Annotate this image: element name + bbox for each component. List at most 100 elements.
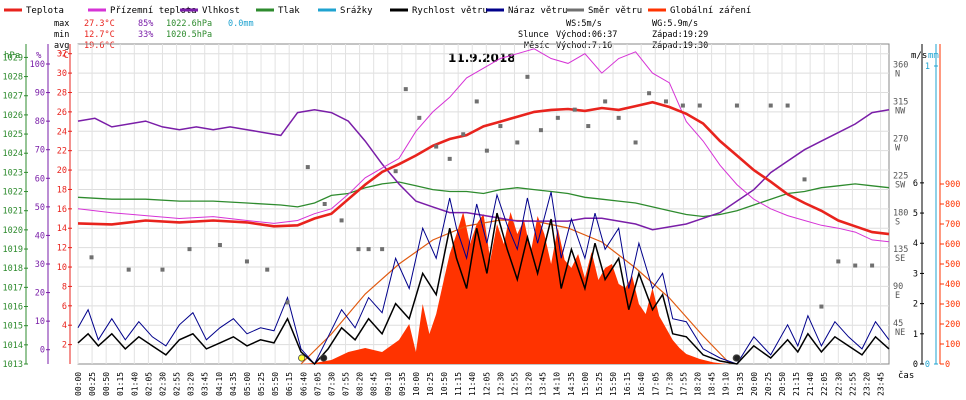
stat-max-rain: 0.0mm bbox=[228, 19, 254, 29]
moon-set: Západ:19:30 bbox=[652, 41, 708, 51]
axis-celsius-tick-label: 12 bbox=[57, 244, 67, 254]
axis-wdir-tick-label: 225 bbox=[893, 171, 908, 181]
legend-item-srazky: Srážky bbox=[318, 6, 373, 16]
axis-pct-tick-label: 10 bbox=[35, 317, 45, 327]
x-tick-label: 12:05 bbox=[482, 372, 491, 396]
x-tick-label: 07:30 bbox=[327, 372, 336, 396]
axis-wdir-tick-label: 45 bbox=[893, 319, 903, 329]
x-tick-label: 19:35 bbox=[736, 372, 745, 396]
axis-mm-tick-label: 1 bbox=[925, 62, 930, 72]
solar-radiation-area bbox=[78, 212, 889, 364]
wind-direction-point bbox=[802, 177, 807, 182]
stat-max-temp: 27.3°C bbox=[84, 19, 115, 29]
x-tick-label: 10:00 bbox=[412, 372, 421, 396]
x-tick-label: 22:55 bbox=[848, 372, 857, 396]
stat-min-label: min bbox=[54, 30, 69, 40]
wind-direction-point bbox=[217, 243, 222, 248]
axis-wdir-tick-label: SE bbox=[895, 254, 905, 264]
axis-pct-tick-label: 60 bbox=[35, 174, 45, 184]
x-tick-label: 02:55 bbox=[173, 372, 182, 396]
axis-pct-tick-label: 0 bbox=[40, 346, 45, 356]
wind-direction-point bbox=[870, 263, 875, 268]
x-tick-label: 05:00 bbox=[243, 372, 252, 396]
axis-pct-tick-label: 80 bbox=[35, 117, 45, 127]
wg-text: WG:5.9m/s bbox=[652, 19, 698, 29]
moon-rise: Východ:7:16 bbox=[556, 41, 612, 51]
x-tick-label: 14:35 bbox=[567, 372, 576, 396]
axis-wdir-tick-label: 270 bbox=[893, 134, 908, 144]
x-tick-label: 03:20 bbox=[187, 372, 196, 396]
humidity-line bbox=[77, 108, 890, 231]
axis-celsius-label: °C bbox=[58, 51, 69, 61]
x-tick-label: 10:50 bbox=[440, 372, 449, 396]
legend-item-teplota: Teplota bbox=[4, 6, 64, 16]
legend-item-tlak: Tlak bbox=[256, 6, 300, 16]
wind-speed-line bbox=[77, 212, 890, 366]
x-tick-label: 00:50 bbox=[102, 372, 111, 396]
svg-text:Tlak: Tlak bbox=[278, 6, 300, 16]
axis-mm-tick-label: 0 bbox=[925, 360, 930, 370]
moonset-marker bbox=[733, 354, 741, 362]
wind-direction-point bbox=[603, 99, 608, 104]
legend-item-prizemni-teplota: Přízemní teplota bbox=[88, 6, 197, 16]
axis-wdir-tick-label: 90 bbox=[893, 282, 903, 292]
x-tick-label: 00:00 bbox=[74, 372, 83, 396]
x-tick-label: 13:45 bbox=[539, 372, 548, 396]
wind-direction-point bbox=[836, 259, 841, 264]
axis-wm2-tick-label: 700 bbox=[945, 220, 960, 230]
wind-direction-point bbox=[663, 99, 668, 104]
legend-item-vlhkost: Vlhkost bbox=[180, 6, 240, 16]
axis-celsius-tick-label: 2 bbox=[62, 341, 67, 351]
x-tick-label: 20:00 bbox=[750, 372, 759, 396]
stat-avg-temp: 19.6°C bbox=[84, 41, 115, 51]
axis-hpa-tick-label: 1013 bbox=[3, 360, 23, 370]
axis-wdir-tick-label: SW bbox=[895, 180, 906, 190]
x-tick-label: 10:25 bbox=[426, 372, 435, 396]
axis-wdir-tick-label: 360 bbox=[893, 61, 908, 71]
x-tick-label: 18:20 bbox=[694, 372, 703, 396]
axis-wdir-tick-label: E bbox=[895, 291, 900, 301]
wind-direction-point bbox=[285, 300, 290, 305]
wind-direction-point bbox=[538, 128, 543, 133]
axis-celsius-tick-label: 28 bbox=[57, 88, 67, 98]
x-tick-label: 15:00 bbox=[581, 372, 590, 396]
axis-wm2-tick-label: 500 bbox=[945, 260, 960, 270]
wind-direction-point bbox=[160, 267, 165, 272]
x-tick-label: 08:20 bbox=[356, 372, 365, 396]
axis-ms-tick-label: 3 bbox=[913, 269, 918, 279]
wind-direction-point bbox=[187, 247, 192, 252]
axis-ms-tick-label: 1 bbox=[913, 330, 918, 340]
plot-area bbox=[77, 48, 890, 366]
x-tick-label: 09:35 bbox=[398, 372, 407, 396]
x-tick-label: 15:50 bbox=[609, 372, 618, 396]
axis-wdir-tick-label: N bbox=[895, 70, 900, 80]
x-tick-label: 11:40 bbox=[468, 372, 477, 396]
axis-pct-label: % bbox=[36, 51, 42, 61]
temperature-line bbox=[77, 100, 890, 236]
wind-direction-point bbox=[366, 247, 371, 252]
wind-direction-point bbox=[853, 263, 858, 268]
axis-hpa-tick-label: 1029 bbox=[3, 53, 23, 63]
wind-direction-point bbox=[819, 304, 824, 309]
x-tick-label: 17:30 bbox=[665, 372, 674, 396]
wind-direction-point bbox=[244, 259, 249, 264]
wind-direction-point bbox=[633, 140, 638, 145]
axis-wm2-tick-label: 300 bbox=[945, 300, 960, 310]
x-tick-label: 23:45 bbox=[877, 372, 886, 396]
x-tick-label: 06:40 bbox=[299, 372, 308, 396]
wind-direction-point bbox=[616, 115, 621, 120]
stat-max-label: max bbox=[54, 19, 69, 29]
axis-hpa-tick-label: 1015 bbox=[3, 322, 23, 332]
axis-wm2-tick-label: 800 bbox=[945, 200, 960, 210]
axis-hpa-tick-label: 1018 bbox=[3, 264, 23, 274]
axis-celsius-tick-label: 24 bbox=[57, 127, 67, 137]
svg-text:Srážky: Srážky bbox=[340, 6, 373, 16]
wind-direction-point bbox=[322, 202, 327, 206]
x-tick-label: 23:20 bbox=[862, 372, 871, 396]
axis-wdir-tick-label: NE bbox=[895, 328, 905, 338]
legend-item-rychlost-vetru: Rychlost větru bbox=[390, 6, 488, 16]
x-tick-label: 12:55 bbox=[510, 372, 519, 396]
axis-hpa-tick-label: 1017 bbox=[3, 283, 23, 293]
axis-wdir-tick-label: 180 bbox=[893, 208, 908, 218]
axis-wm2-tick-label: 900 bbox=[945, 180, 960, 190]
